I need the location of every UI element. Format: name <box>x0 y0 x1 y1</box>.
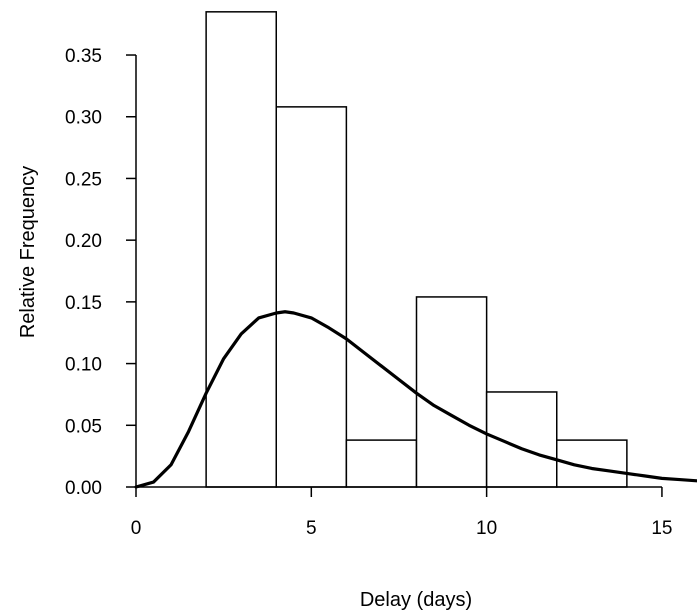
histogram-bar <box>415 296 488 488</box>
y-tick-label: 0.05 <box>65 416 102 437</box>
x-tick-label: 15 <box>651 518 672 539</box>
y-axis-title: Relative Frequency <box>17 166 39 338</box>
x-tick-label: 10 <box>476 518 497 539</box>
density-curve <box>134 310 697 489</box>
y-tick-label: 0.00 <box>65 478 102 499</box>
bars-layer <box>205 11 628 488</box>
y-tick-label: 0.35 <box>65 46 102 67</box>
x-tick-label: 5 <box>306 518 317 539</box>
axes-layer: 0 5 10 15 0.00 0.05 0.10 0.15 0.20 0.25 0.30 0.35 <box>65 46 672 539</box>
y-tick-label: 0.15 <box>65 293 102 314</box>
x-axis-title: Delay (days) <box>360 589 472 611</box>
y-tick-label: 0.30 <box>65 108 102 129</box>
histogram-bar <box>345 439 418 488</box>
histogram-bar <box>275 106 348 488</box>
x-tick-label: 0 <box>131 518 142 539</box>
histogram-bar <box>205 11 277 488</box>
y-tick-label: 0.10 <box>65 355 102 376</box>
y-tick-label: 0.25 <box>65 169 102 190</box>
y-tick-label: 0.20 <box>65 231 102 252</box>
